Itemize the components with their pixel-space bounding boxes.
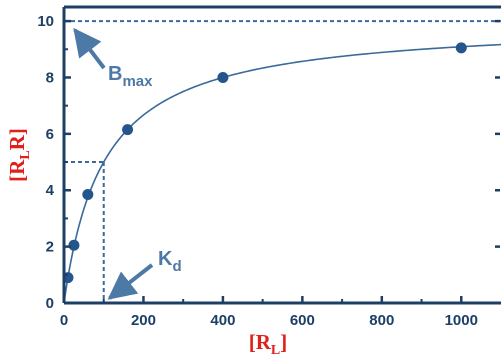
y-tick-label: 4 — [46, 182, 55, 199]
x-axis-ticks: 0 200 400 600 800 1000 — [60, 296, 478, 329]
axes — [62, 5, 501, 305]
y-tick-label: 8 — [46, 69, 54, 86]
data-point — [122, 124, 134, 136]
y-axis-ticks: 0 2 4 6 8 10 — [37, 13, 500, 312]
x-tick-label: 400 — [210, 312, 235, 329]
y-tick-label: 2 — [46, 239, 54, 256]
y-tick-label: 10 — [37, 13, 54, 30]
x-axis-title: [RL] — [249, 330, 288, 358]
data-point — [455, 42, 467, 54]
reference-lines — [64, 20, 501, 303]
x-tick-label: 1000 — [445, 312, 478, 329]
y-tick-label: 0 — [46, 295, 54, 312]
x-tick-label: 800 — [369, 312, 394, 329]
data-point — [217, 71, 229, 83]
data-point — [68, 239, 80, 251]
bmax-arrow — [73, 27, 106, 70]
bmax-label: Bmax — [108, 63, 153, 90]
x-tick-label: 600 — [290, 312, 315, 329]
kd-arrow — [107, 263, 154, 300]
data-points — [62, 42, 467, 284]
x-tick-label: 0 — [60, 312, 68, 329]
y-tick-label: 6 — [46, 126, 54, 143]
x-tick-label: 200 — [131, 312, 156, 329]
y-axis-title: [RLR] — [5, 128, 33, 182]
kd-label: Kd — [158, 248, 182, 275]
data-point — [82, 188, 94, 200]
